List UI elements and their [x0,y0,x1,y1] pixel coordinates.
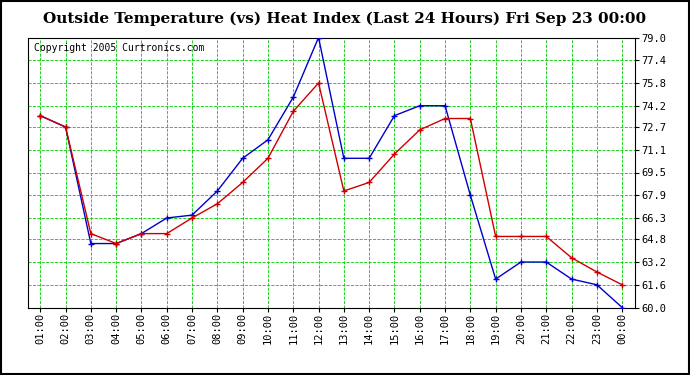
Text: Outside Temperature (vs) Heat Index (Last 24 Hours) Fri Sep 23 00:00: Outside Temperature (vs) Heat Index (Las… [43,11,647,26]
Text: Copyright 2005 Curtronics.com: Copyright 2005 Curtronics.com [34,43,204,53]
